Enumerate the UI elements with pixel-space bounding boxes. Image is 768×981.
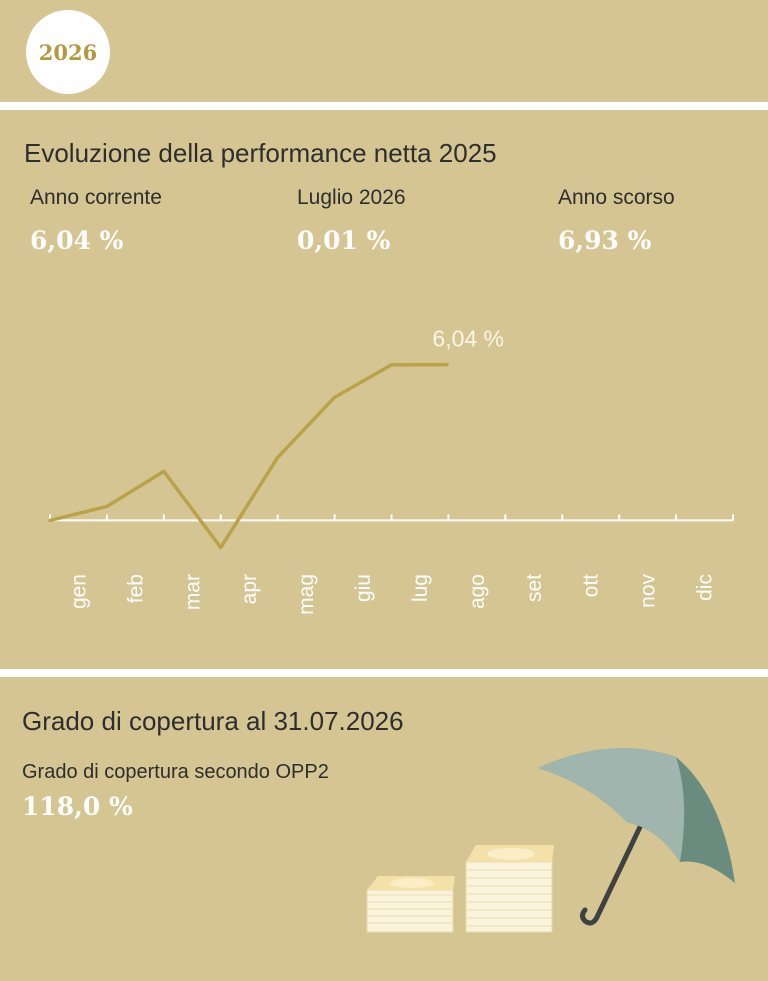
section-title: Grado di copertura al 31.07.2026 (22, 706, 404, 736)
data-label: 6,04 % (432, 326, 504, 352)
coverage-value: 118,0 % (22, 792, 133, 821)
umbrella (538, 748, 735, 926)
section-title: Evoluzione della performance netta 2025 (24, 138, 497, 168)
line-start (48, 504, 109, 523)
x-tick-label: set (523, 574, 546, 602)
stat-label: Anno scorso (558, 186, 675, 209)
x-tick-label: lug (409, 574, 432, 602)
stat-label: Luglio 2026 (297, 186, 406, 209)
stat-label: Anno corrente (30, 186, 162, 209)
illustration (366, 748, 735, 933)
chart: gen feb mar apr mag giu lug ago set ott nov dic 6,04… (48, 326, 734, 615)
line (105, 362, 449, 550)
x-tick-label: ott (580, 574, 603, 598)
separator (0, 102, 768, 110)
separator (0, 669, 768, 677)
year-badge-text: 2026 (39, 40, 97, 65)
year-badge (26, 10, 110, 94)
x-tick-label: mag (295, 574, 318, 615)
x-tick-label: feb (124, 574, 147, 603)
stat-value: 0,01 % (297, 226, 391, 255)
x-tick-label: gen (67, 574, 90, 609)
x-tick-label: giu (352, 574, 375, 602)
x-tick-label: apr (238, 574, 261, 604)
x-tick-label: ago (466, 574, 489, 609)
coverage-label: Grado di copertura secondo OPP2 (22, 761, 329, 783)
money-stack-large (465, 845, 554, 933)
money-stack-small (366, 876, 455, 933)
x-tick-label: dic (694, 574, 717, 601)
x-tick-label: nov (637, 574, 660, 608)
x-tick-label: mar (181, 574, 204, 610)
stat-value: 6,04 % (30, 226, 124, 255)
stat-value: 6,93 % (558, 226, 652, 255)
